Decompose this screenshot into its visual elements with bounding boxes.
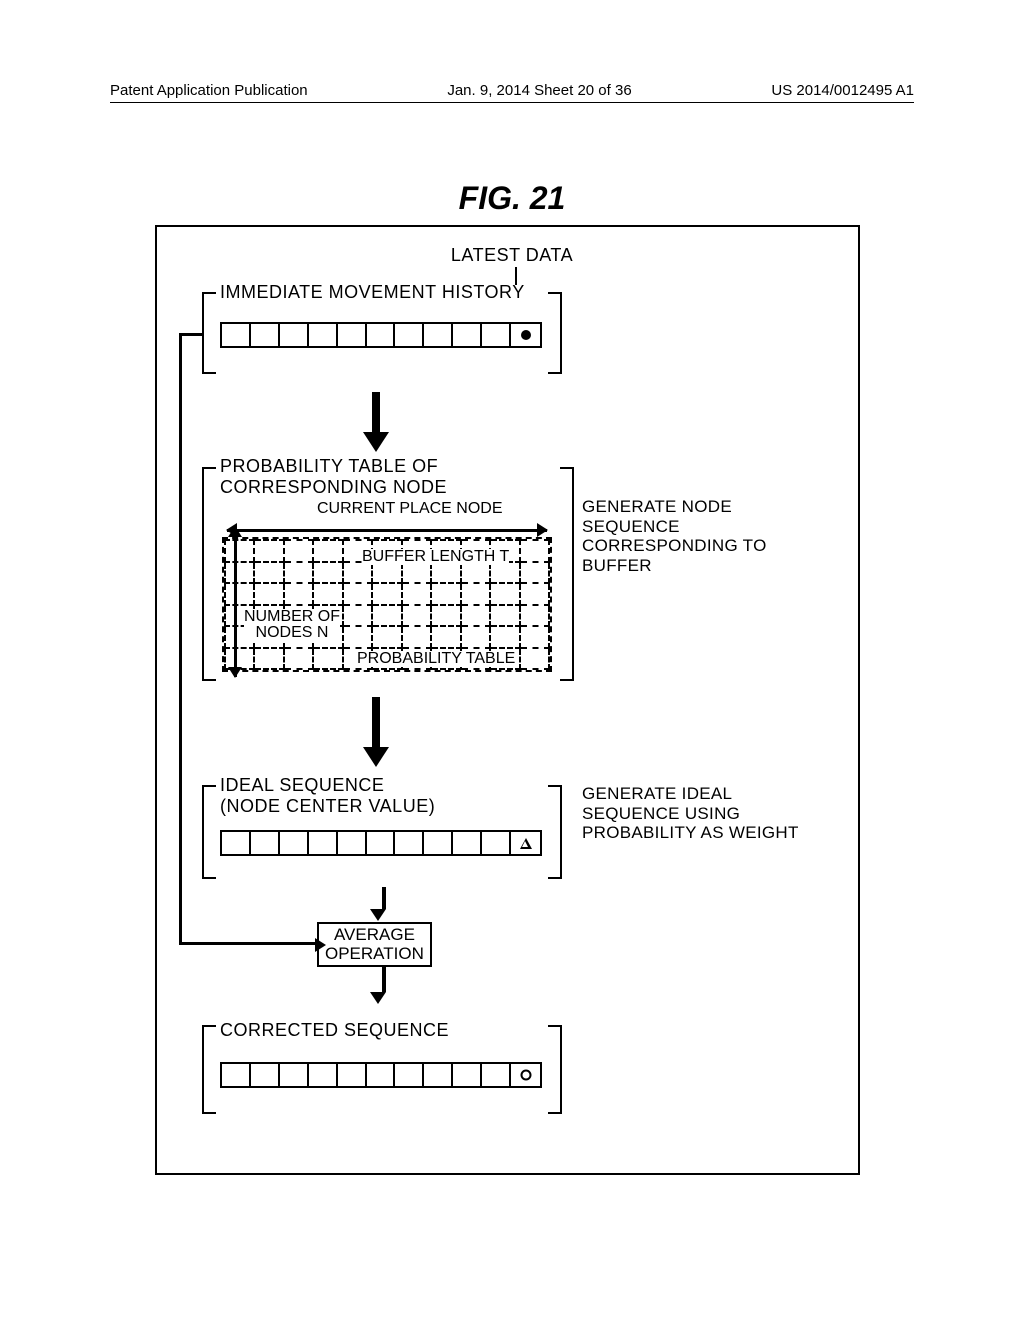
latest-data-label: LATEST DATA (412, 245, 612, 266)
b3-bracket-right (560, 787, 562, 877)
feedback-top (179, 333, 203, 336)
header-left: Patent Application Publication (110, 82, 308, 99)
figure-title: FIG. 21 (0, 180, 1024, 217)
arrow-4 (376, 967, 392, 1004)
bracket-right (560, 294, 562, 372)
header-center: Jan. 9, 2014 Sheet 20 of 36 (447, 82, 631, 99)
b2-bracket-tr (560, 467, 574, 469)
corrected-sequence-buffer (220, 1062, 542, 1088)
side-generate-node-sequence: GENERATE NODE SEQUENCE CORRESPONDING TO … (582, 497, 767, 575)
immediate-history-title: IMMEDIATE MOVEMENT HISTORY (220, 282, 525, 303)
b4-bracket-bl (202, 1112, 216, 1114)
b4-bracket-left (202, 1027, 204, 1112)
bracket-br (548, 372, 562, 374)
b4-bracket-right (560, 1027, 562, 1112)
page-header: Patent Application Publication Jan. 9, 2… (0, 82, 1024, 99)
feedback-arrowhead (315, 938, 326, 952)
b2-bracket-right (572, 469, 574, 679)
bracket-tl (202, 292, 216, 294)
b4-bracket-tl (202, 1025, 216, 1027)
header-right: US 2014/0012495 A1 (771, 82, 914, 99)
arrow-3 (376, 887, 392, 921)
current-place-label: CURRENT PLACE NODE (317, 501, 503, 517)
bracket-tr (548, 292, 562, 294)
average-operation-box: AVERAGE OPERATION (317, 922, 432, 967)
feedback-line (179, 335, 317, 945)
diagram-frame: LATEST DATA IMMEDIATE MOVEMENT HISTORY P… (155, 225, 860, 1175)
header-rule (110, 102, 914, 103)
buffer-length-label: BUFFER LENGTH T (362, 549, 509, 565)
corrected-seq-title: CORRECTED SEQUENCE (220, 1020, 449, 1041)
side-generate-ideal-sequence: GENERATE IDEAL SEQUENCE USING PROBABILIT… (582, 784, 799, 843)
b2-bracket-br (560, 679, 574, 681)
b4-bracket-tr (548, 1025, 562, 1027)
b4-bracket-br (548, 1112, 562, 1114)
b3-bracket-br (548, 877, 562, 879)
prob-table-label: PROBABILITY TABLE (357, 651, 515, 667)
b3-bracket-tr (548, 785, 562, 787)
